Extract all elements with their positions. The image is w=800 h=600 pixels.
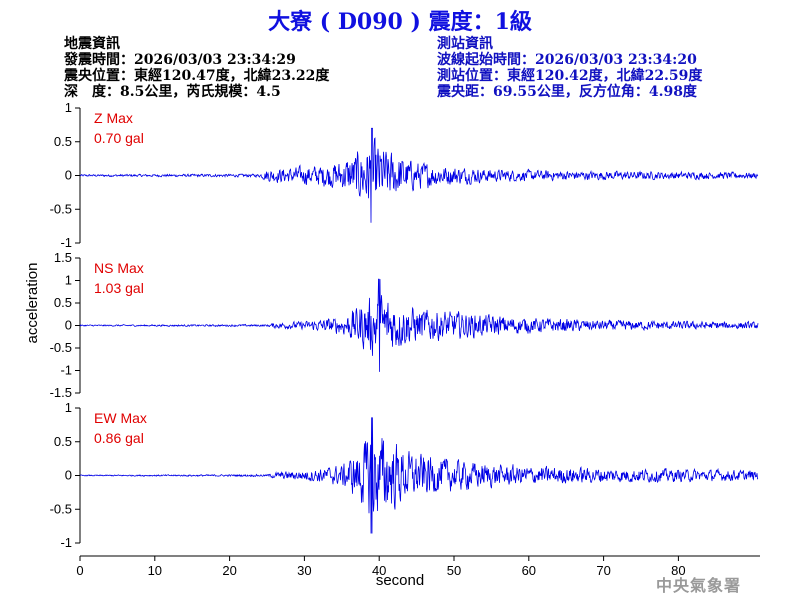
station-location: 測站位置：東經120.42度，北緯22.59度 — [437, 68, 703, 84]
y-tick-label-ew: 1 — [65, 400, 72, 415]
epicenter-location: 震央位置：東經120.47度，北緯23.22度 — [64, 68, 330, 84]
y-tick-label-ew: 0 — [65, 468, 72, 483]
wave-start-time: 波線起始時間：2026/03/03 23:34:20 — [437, 52, 697, 68]
station-info-heading: 測站資訊 — [437, 36, 493, 52]
y-tick-label-ns: 1.5 — [54, 250, 72, 265]
y-tick-label-ns: -0.5 — [50, 340, 72, 355]
depth-magnitude: 深 度：8.5公里，芮氏規模：4.5 — [64, 84, 281, 100]
max-label-z: Z Max — [94, 110, 133, 126]
y-tick-label-ew: -1 — [60, 535, 72, 550]
max-value-z: 0.70 gal — [94, 130, 144, 146]
x-tick-label: 50 — [447, 563, 461, 578]
earthquake-info-block: 地震資訊 發震時間：2026/03/03 23:34:29 震央位置：東經120… — [64, 36, 329, 100]
y-tick-label-z: 0.5 — [54, 134, 72, 149]
x-tick-label: 80 — [671, 563, 685, 578]
y-tick-label-ns: -1 — [60, 363, 72, 378]
y-tick-label-ew: 0.5 — [54, 434, 72, 449]
x-tick-label: 70 — [596, 563, 610, 578]
waveform-ew — [79, 417, 759, 534]
y-tick-label-z: -1 — [60, 235, 72, 250]
max-label-ns: NS Max — [94, 260, 144, 276]
x-tick-label: 60 — [522, 563, 536, 578]
max-value-ew: 0.86 gal — [94, 430, 144, 446]
y-tick-label-ns: 1 — [65, 273, 72, 288]
y-tick-label-ns: -1.5 — [50, 385, 72, 400]
x-axis-label: second — [376, 572, 424, 589]
agency-watermark: 中央氣象署 — [656, 576, 742, 595]
y-tick-label-z: -0.5 — [50, 201, 72, 216]
x-tick-label: 0 — [76, 563, 83, 578]
x-tick-label: 40 — [372, 563, 386, 578]
max-label-ew: EW Max — [94, 410, 147, 426]
epicentral-distance: 震央距：69.55公里，反方位角：4.98度 — [437, 84, 697, 100]
y-axis-label: acceleration — [24, 263, 41, 344]
waveform-z — [79, 127, 759, 223]
earthquake-info-heading: 地震資訊 — [64, 36, 120, 52]
max-value-ns: 1.03 gal — [94, 280, 144, 296]
origin-time: 發震時間：2026/03/03 23:34:29 — [64, 52, 296, 68]
station-info-block: 測站資訊 波線起始時間：2026/03/03 23:34:20 測站位置：東經1… — [437, 36, 702, 100]
x-tick-label: 10 — [148, 563, 162, 578]
waveform-ns — [79, 278, 759, 372]
y-tick-label-ns: 0.5 — [54, 295, 72, 310]
chart-title: 大寮 ( D090 ) 震度：1級 — [268, 9, 532, 35]
x-tick-label: 20 — [222, 563, 236, 578]
y-tick-label-z: 0 — [65, 168, 72, 183]
x-tick-label: 30 — [297, 563, 311, 578]
y-tick-label-ew: -0.5 — [50, 501, 72, 516]
y-tick-label-ns: 0 — [65, 318, 72, 333]
y-tick-label-z: 1 — [65, 100, 72, 115]
